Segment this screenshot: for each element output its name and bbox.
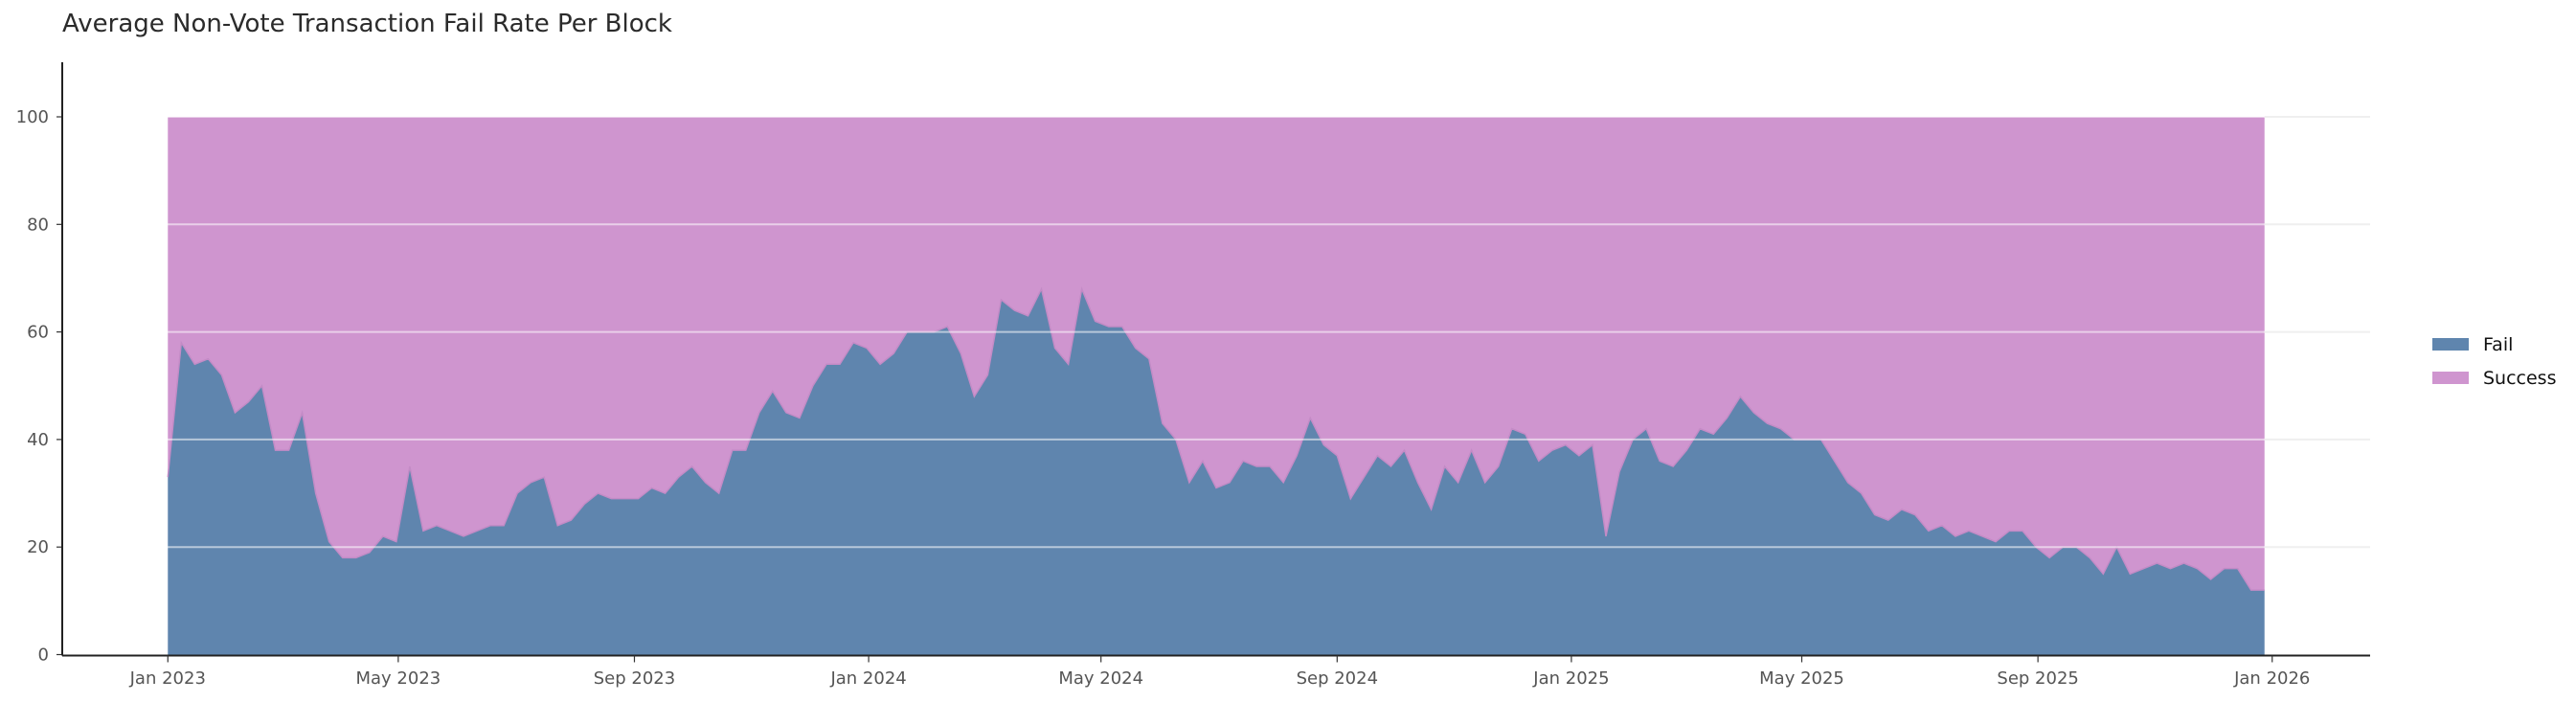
x-tick-label: Jan 2026 [2233,668,2310,689]
x-tick-label: May 2023 [355,668,441,689]
x-tick-label: Jan 2023 [129,668,206,689]
legend-label: Success [2483,368,2556,389]
legend-item-fail: Fail [2432,334,2513,355]
y-tick-label: 40 [27,430,49,450]
y-tick-label: 60 [27,323,49,343]
fail-success-boundary-line [167,286,2265,591]
x-tick-label: May 2024 [1058,668,1143,689]
success-area [168,117,2265,591]
x-tick-label: Sep 2024 [1297,668,1378,689]
y-tick-label: 20 [27,537,49,557]
legend: Fail Success [2432,334,2556,389]
fail-area [168,288,2265,655]
y-tick-label: 80 [27,215,49,235]
x-tick-label: Sep 2023 [594,668,675,689]
legend-item-success: Success [2432,368,2556,389]
x-tick-label: Sep 2025 [1997,668,2078,689]
x-tick-label: Jan 2024 [829,668,906,689]
x-tick-label: May 2025 [1759,668,1844,689]
x-tick-label: Jan 2025 [1532,668,1609,689]
legend-swatch-success [2432,372,2469,384]
chart-title: Average Non-Vote Transaction Fail Rate P… [62,10,672,38]
y-tick-label: 100 [16,107,49,127]
y-tick-label: 0 [38,645,49,666]
legend-swatch-fail [2432,338,2469,351]
legend-label: Fail [2483,334,2513,355]
